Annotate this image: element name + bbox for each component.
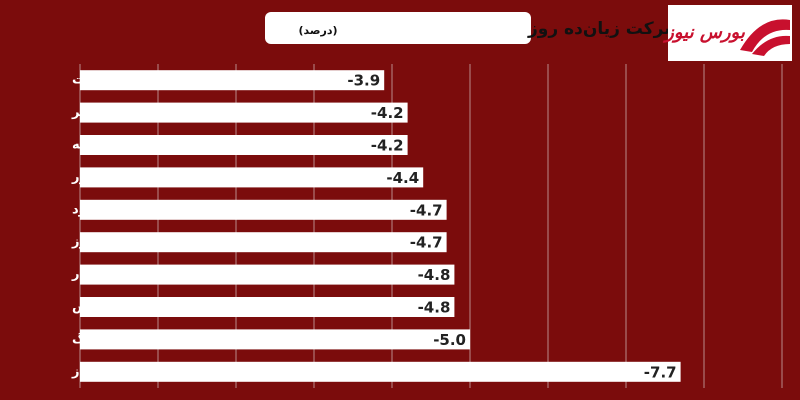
- value-label: -7.7: [644, 363, 677, 381]
- value-label: -5.0: [433, 331, 466, 349]
- value-label: -4.2: [371, 104, 404, 122]
- bar: [80, 199, 447, 220]
- value-label: -4.8: [418, 299, 451, 317]
- bar: [80, 135, 408, 155]
- value-label: -4.2: [371, 137, 404, 155]
- chart-subtitle: (درصد): [298, 24, 337, 37]
- bar: [80, 329, 470, 350]
- title-box: [265, 12, 531, 44]
- bar: [80, 70, 385, 91]
- bar: [80, 297, 455, 317]
- logo-mark: [740, 19, 790, 52]
- logo-mark: [752, 35, 790, 56]
- logo: بورس نیوز: [662, 5, 792, 61]
- chart-title: ۱۰ شرکت زیان‌ده روز: [527, 19, 708, 39]
- bar: [80, 167, 424, 188]
- bar: [80, 102, 408, 123]
- logo-box: [668, 5, 792, 61]
- value-label: -4.4: [386, 169, 419, 187]
- bar: [80, 361, 681, 382]
- bar: [80, 232, 447, 253]
- bar: [80, 264, 455, 285]
- value-label: -4.7: [410, 201, 443, 219]
- value-label: -4.7: [410, 234, 443, 252]
- logo-text: بورس نیوز: [662, 22, 746, 43]
- value-label: -3.9: [347, 72, 380, 90]
- value-label: -4.8: [418, 266, 451, 284]
